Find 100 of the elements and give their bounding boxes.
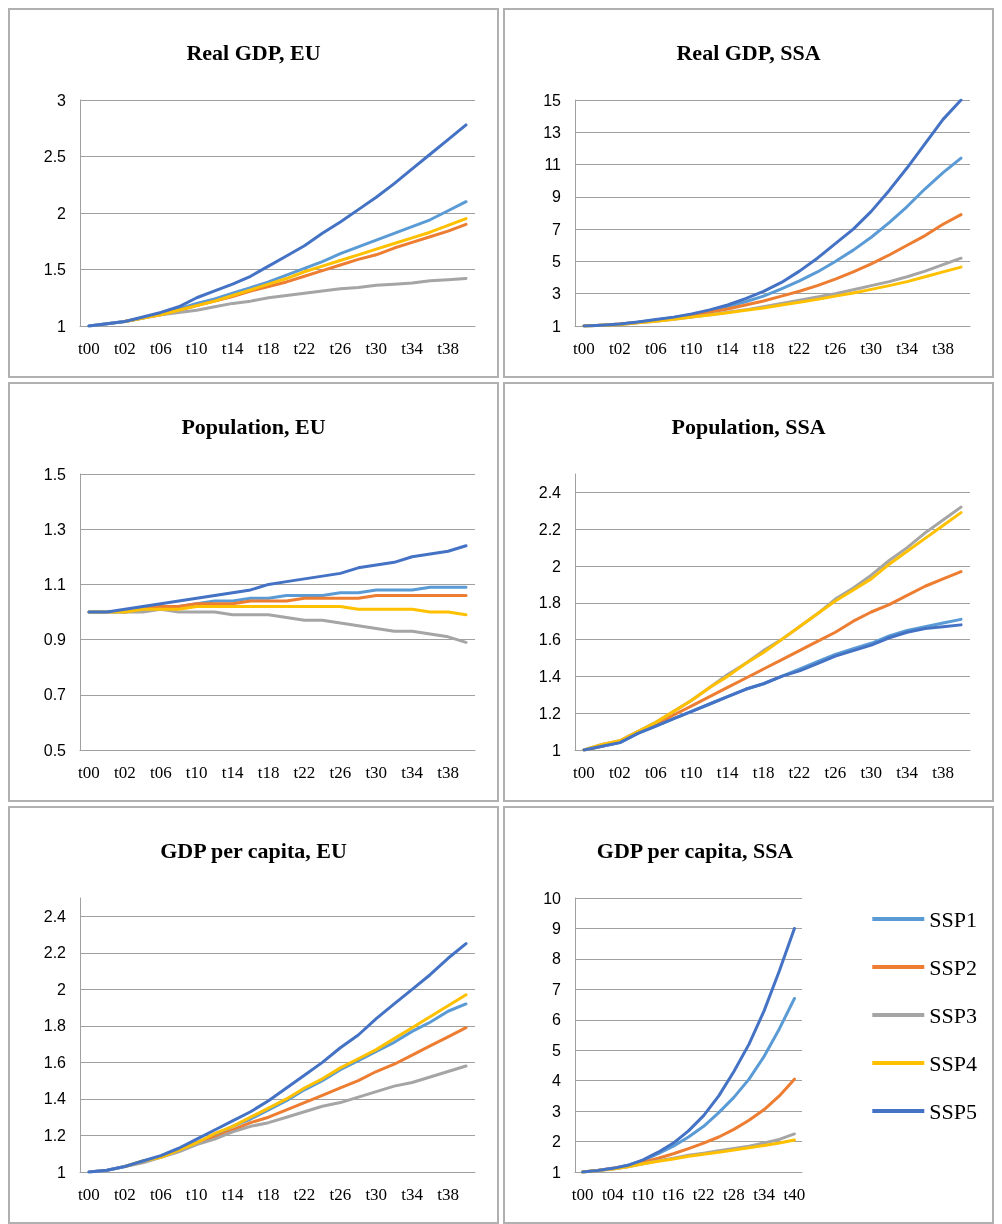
line-series <box>87 544 468 614</box>
x-tick-label: t06 <box>149 339 172 358</box>
y-tick-label: 0.7 <box>43 686 67 704</box>
x-tick-label: t38 <box>437 1185 459 1204</box>
x-tick-label: t14 <box>221 1185 244 1204</box>
x-tick-label: t00 <box>78 1185 100 1204</box>
y-tick-label: 4 <box>552 1072 562 1090</box>
y-tick-label: 9 <box>552 188 562 206</box>
x-tick-label: t06 <box>644 763 667 782</box>
y-tick-label: 5 <box>552 1041 562 1059</box>
x-tick-label: t10 <box>680 763 703 782</box>
x-tick-label: t34 <box>401 763 424 782</box>
y-tick-label: 15 <box>543 91 562 109</box>
x-tick-label: t00 <box>573 763 595 782</box>
y-tick-label: 3 <box>552 285 562 303</box>
x-tick-label: t18 <box>257 763 280 782</box>
y-tick-label: 3 <box>57 91 67 109</box>
x-tick-label: t26 <box>824 339 847 358</box>
y-tick-label: 7 <box>552 220 562 238</box>
x-tick-label: t30 <box>860 763 883 782</box>
x-tick-label: t02 <box>114 1185 136 1204</box>
y-tick-label: 3 <box>552 1102 562 1120</box>
x-tick-label: t00 <box>571 1185 594 1204</box>
x-tick-label: t26 <box>329 339 352 358</box>
x-tick-label: t26 <box>329 763 352 782</box>
x-tick-label: t38 <box>437 763 459 782</box>
x-tick-label: t40 <box>783 1185 806 1204</box>
x-tick-label: t14 <box>716 763 739 782</box>
x-tick-label: t04 <box>601 1185 625 1204</box>
x-tick-label: t30 <box>365 763 388 782</box>
x-tick-label: t38 <box>932 339 954 358</box>
x-tick-label: t22 <box>293 1185 316 1204</box>
y-tick-label: 0.9 <box>43 631 67 649</box>
y-tick-label: 13 <box>543 123 562 141</box>
y-tick-label: 1.6 <box>43 1053 67 1071</box>
x-tick-label: t18 <box>752 339 775 358</box>
y-tick-label: 0.5 <box>43 741 67 759</box>
y-tick-label: 1.6 <box>538 631 562 649</box>
chart-title: GDP per capita, SSA <box>596 837 794 863</box>
chart-title: Real GDP, EU <box>186 39 321 65</box>
x-tick-label: t00 <box>78 339 100 358</box>
x-tick-label: t14 <box>221 339 244 358</box>
y-tick-label: 1 <box>57 1163 67 1181</box>
x-tick-label: t10 <box>185 1185 208 1204</box>
x-tick-label: t34 <box>401 339 424 358</box>
y-tick-label: 2 <box>57 980 67 998</box>
y-tick-label: 1 <box>552 741 562 759</box>
chart-title: GDP per capita, EU <box>160 837 347 863</box>
x-tick-label: t02 <box>114 339 136 358</box>
y-tick-label: 2.4 <box>538 483 562 501</box>
x-tick-label: t02 <box>609 339 631 358</box>
x-tick-label: t00 <box>573 339 595 358</box>
y-tick-label: 1 <box>57 317 67 335</box>
y-tick-label: 2.4 <box>43 907 67 925</box>
y-tick-label: 1.3 <box>43 520 67 538</box>
x-tick-label: t18 <box>257 1185 280 1204</box>
x-tick-label: t30 <box>365 1185 388 1204</box>
y-tick-label: 6 <box>552 1011 562 1029</box>
line-series <box>87 942 468 1174</box>
x-tick-label: t18 <box>257 339 280 358</box>
y-tick-label: 8 <box>552 950 562 968</box>
x-tick-label: t22 <box>788 763 811 782</box>
x-tick-label: t22 <box>293 339 316 358</box>
y-tick-label: 9 <box>552 919 562 937</box>
y-tick-label: 1.2 <box>43 1126 67 1144</box>
y-tick-label: 1 <box>552 317 562 335</box>
y-tick-label: 2 <box>57 204 67 222</box>
x-tick-label: t10 <box>185 339 208 358</box>
y-tick-label: 2 <box>552 557 562 575</box>
x-tick-label: t34 <box>753 1185 776 1204</box>
chart-title: Real GDP, SSA <box>676 39 821 65</box>
y-tick-label: 1 <box>552 1163 562 1181</box>
line-series <box>582 98 963 328</box>
y-tick-label: 1.8 <box>538 594 562 612</box>
x-tick-label: t10 <box>632 1185 654 1204</box>
x-tick-label: t14 <box>221 763 244 782</box>
chart-title: Population, SSA <box>671 413 826 439</box>
x-tick-label: t34 <box>896 763 919 782</box>
y-tick-label: 5 <box>552 252 562 270</box>
y-tick-label: 1.4 <box>43 1090 67 1108</box>
legend-label: SSP1 <box>929 906 978 932</box>
x-tick-label: t02 <box>609 763 631 782</box>
x-tick-label: t22 <box>692 1185 715 1204</box>
line-series <box>581 926 796 1174</box>
x-tick-label: t22 <box>293 763 316 782</box>
x-tick-label: t06 <box>644 339 667 358</box>
y-tick-label: 1.5 <box>43 261 67 278</box>
x-tick-label: t30 <box>860 339 883 358</box>
y-tick-label: 7 <box>552 980 562 998</box>
x-tick-label: t10 <box>185 763 208 782</box>
legend-label: SSP5 <box>929 1098 978 1124</box>
x-tick-label: t06 <box>149 1185 172 1204</box>
x-tick-label: t18 <box>752 763 775 782</box>
y-tick-label: 10 <box>543 889 562 907</box>
x-tick-label: t10 <box>680 339 703 358</box>
legend-label: SSP4 <box>929 1050 978 1076</box>
y-tick-label: 1.8 <box>43 1017 67 1035</box>
legend-label: SSP3 <box>929 1002 978 1028</box>
y-tick-label: 2.2 <box>43 944 67 962</box>
line-series <box>87 123 468 328</box>
